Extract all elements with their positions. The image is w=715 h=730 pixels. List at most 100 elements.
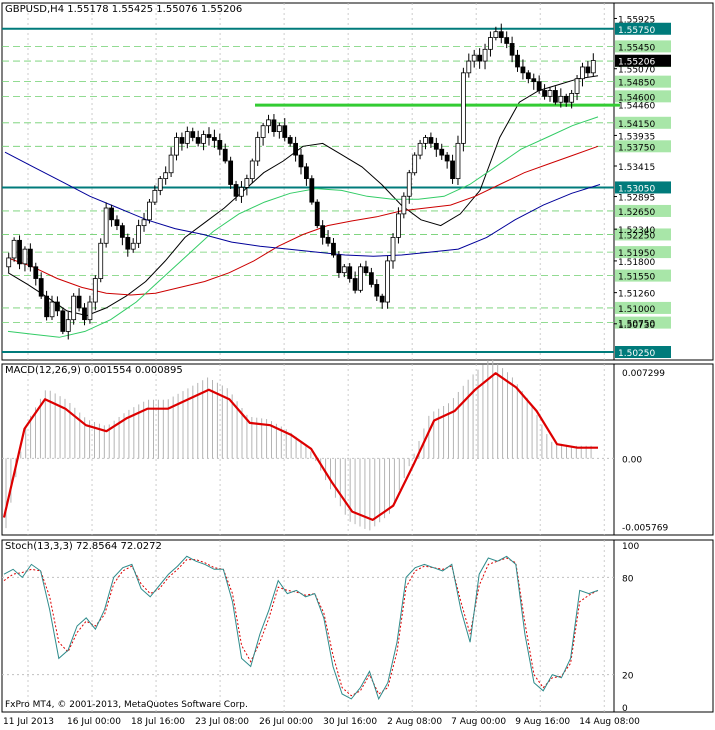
bull-candle: [239, 187, 244, 197]
level-label-box: [615, 204, 671, 217]
stoch-axis-label: 80: [622, 574, 634, 584]
bull-candle: [385, 260, 391, 303]
bear-candle: [363, 266, 369, 274]
level-label: 1.52250: [618, 231, 655, 241]
bear-candle: [325, 236, 331, 244]
bull-candle: [488, 37, 493, 50]
bull-candle: [471, 54, 477, 62]
macd-header: MACD(12,26,9) 0.001554 0.000895: [5, 365, 183, 376]
stoch-frame: [1, 539, 714, 713]
bear-candle: [553, 90, 558, 103]
bear-candle: [233, 184, 239, 197]
level-label-box: [615, 269, 671, 282]
level-label: 1.50750: [618, 320, 655, 330]
bear-candle: [336, 254, 342, 274]
bull-candle: [466, 60, 472, 74]
macd-axis-label: 0.007299: [622, 369, 665, 379]
macd-frame: [1, 363, 714, 536]
x-tick-label: 9 Aug 16:00: [515, 717, 570, 727]
level-label: 1.52650: [618, 208, 655, 218]
x-tick-label: 23 Jul 08:00: [195, 717, 249, 727]
level-label: 1.53750: [618, 143, 655, 153]
bear-candle: [531, 78, 537, 83]
moving-average-line: [7, 116, 599, 338]
bear-candle: [444, 154, 450, 162]
bear-candle: [60, 310, 66, 332]
bull-candle: [168, 154, 174, 174]
level-label-box: [615, 140, 671, 153]
bull-candle: [460, 72, 466, 144]
bull-candle: [130, 242, 136, 250]
bull-candle: [49, 301, 55, 318]
bear-candle: [450, 160, 455, 180]
bear-candle: [585, 66, 591, 74]
bear-candle: [293, 142, 298, 156]
bear-candle: [536, 81, 542, 91]
level-label-box: [615, 301, 671, 314]
bull-candle: [249, 160, 255, 180]
bull-candle: [98, 242, 104, 279]
bear-candle: [525, 72, 531, 80]
bull-candle: [423, 137, 428, 144]
bear-candle: [509, 43, 515, 56]
x-tick-label: 18 Jul 16:00: [131, 717, 185, 727]
level-label: 1.54600: [618, 93, 655, 103]
level-label: 1.51950: [618, 249, 655, 259]
price-axis-label: 1.51800: [618, 258, 655, 268]
x-tick-label: 16 Jul 00:00: [67, 717, 121, 727]
bull-candle: [417, 142, 423, 156]
moving-average-line: [7, 145, 599, 296]
bull-candle: [276, 125, 282, 133]
price-axis-label: 1.52340: [618, 226, 655, 236]
price-axis-label: 1.53415: [618, 163, 655, 173]
bear-candle: [439, 148, 445, 156]
bear-candle: [542, 90, 547, 97]
bull-candle: [341, 266, 347, 274]
bear-candle: [563, 95, 569, 103]
level-label: 1.54850: [618, 79, 655, 89]
bear-candle: [33, 266, 39, 279]
level-label: 1.54150: [618, 120, 655, 130]
bear-candle: [428, 137, 434, 144]
bull-candle: [569, 93, 575, 103]
bear-candle: [119, 225, 125, 238]
price-axis-label: 1.53935: [618, 132, 655, 142]
bear-candle: [314, 201, 320, 227]
price-axis-label: 1.54460: [618, 102, 655, 112]
bear-candle: [498, 31, 504, 38]
bear-candle: [76, 295, 82, 309]
level-label-box: [615, 228, 671, 241]
level-label-box: [615, 246, 671, 259]
bear-candle: [228, 160, 234, 185]
price-axis-label: 1.52895: [618, 194, 655, 204]
bull-candle: [547, 90, 553, 97]
level-label-box: [615, 40, 671, 53]
bull-candle: [260, 125, 266, 138]
bull-candle: [152, 189, 158, 203]
bull-candle: [482, 48, 488, 62]
bull-candle: [65, 319, 71, 332]
bull-candle: [103, 207, 109, 244]
bull-candle: [574, 78, 580, 94]
bull-candle: [558, 95, 564, 103]
bear-candle: [195, 137, 201, 144]
price-axis-label: 1.51260: [618, 290, 655, 300]
bear-candle: [504, 37, 510, 44]
main-header: GBPUSD,H4 1.55178 1.55425 1.55076 1.5520…: [5, 4, 242, 15]
bear-candle: [211, 137, 217, 141]
bear-candle: [282, 125, 288, 138]
level-label-box: [615, 22, 671, 35]
bear-candle: [206, 134, 212, 138]
current-price-box: [615, 54, 671, 67]
level-label-box: [615, 75, 671, 88]
bear-candle: [222, 148, 228, 162]
x-tick-label: 14 Aug 08:00: [579, 717, 640, 727]
bear-candle: [82, 307, 87, 321]
bull-candle: [590, 60, 596, 74]
price-axis-label: 1.50730: [618, 321, 655, 331]
bear-candle: [433, 142, 439, 150]
bear-candle: [27, 248, 33, 268]
bear-candle: [287, 137, 293, 144]
level-label: 1.51000: [618, 305, 655, 315]
